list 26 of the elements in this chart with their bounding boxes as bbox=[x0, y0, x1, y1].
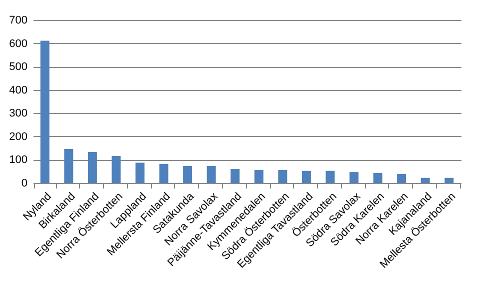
y-tick-label: 0 bbox=[21, 178, 28, 190]
bar bbox=[350, 172, 358, 183]
bar bbox=[136, 162, 144, 183]
bar bbox=[278, 170, 288, 183]
bar bbox=[254, 170, 264, 183]
y-tick-label: 500 bbox=[9, 61, 28, 74]
bar bbox=[397, 174, 406, 183]
y-tick-label: 200 bbox=[9, 130, 28, 143]
bar bbox=[206, 166, 216, 183]
bar bbox=[230, 169, 240, 183]
bar bbox=[183, 166, 192, 183]
bar bbox=[112, 156, 121, 183]
y-tick-label: 600 bbox=[9, 38, 28, 50]
bar bbox=[444, 178, 454, 183]
bar bbox=[326, 170, 335, 183]
bar bbox=[420, 178, 430, 183]
bar bbox=[159, 164, 168, 183]
y-tick-label: 300 bbox=[9, 108, 28, 120]
y-tick-label: 700 bbox=[9, 14, 28, 26]
y-tick-label: 400 bbox=[9, 84, 28, 96]
y-tick-label: 100 bbox=[9, 154, 28, 166]
bar bbox=[88, 152, 97, 183]
bar bbox=[373, 172, 382, 183]
bar bbox=[302, 170, 311, 183]
bar bbox=[64, 149, 74, 183]
bar bbox=[40, 40, 50, 183]
